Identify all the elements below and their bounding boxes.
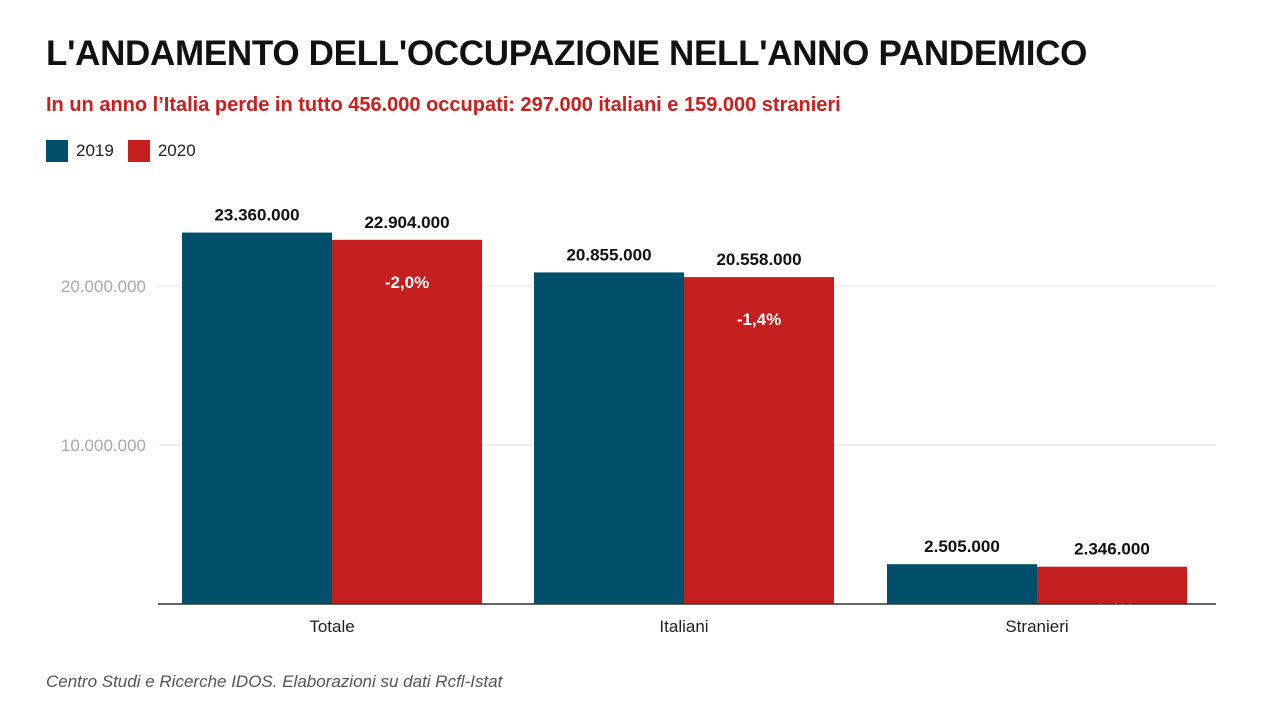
value-label: 22.904.000 <box>364 213 449 232</box>
value-label: 23.360.000 <box>214 206 299 225</box>
bar-2020 <box>1037 566 1187 604</box>
bar-2020 <box>684 277 834 604</box>
source-note: Centro Studi e Ricerche IDOS. Elaborazio… <box>46 672 503 691</box>
legend-swatch-2020 <box>127 140 150 162</box>
value-label: 2.505.000 <box>924 537 1000 556</box>
bar-2019 <box>534 272 684 604</box>
y-tick-label: 10.000.000 <box>61 436 146 455</box>
bar-2020 <box>332 239 482 604</box>
x-tick-label: Totale <box>309 617 354 636</box>
chart-title: L'ANDAMENTO DELL'OCCUPAZIONE NELL'ANNO P… <box>46 34 1088 73</box>
change-label: -6,4% <box>1090 600 1134 619</box>
legend-item-2019: 2019 <box>46 140 114 162</box>
y-tick-label: 20.000.000 <box>61 277 146 296</box>
chart-subtitle: In un anno l’Italia perde in tutto 456.0… <box>46 94 841 116</box>
legend-label-2019: 2019 <box>76 141 114 160</box>
change-label: -2,0% <box>385 273 429 292</box>
change-label: -1,4% <box>737 310 781 329</box>
x-tick-label: Stranieri <box>1005 617 1068 636</box>
chart-legend: 2019 2020 <box>46 140 210 162</box>
value-label: 20.855.000 <box>566 245 651 264</box>
legend-swatch-2019 <box>46 140 68 162</box>
value-label: 20.558.000 <box>716 250 801 269</box>
value-label: 2.346.000 <box>1074 540 1150 559</box>
bar-2019 <box>887 564 1037 604</box>
bar-2019 <box>182 232 332 605</box>
x-tick-label: Italiani <box>659 617 708 636</box>
legend-label-2020: 2020 <box>157 141 196 160</box>
legend-item-2020: 2020 <box>127 140 196 162</box>
